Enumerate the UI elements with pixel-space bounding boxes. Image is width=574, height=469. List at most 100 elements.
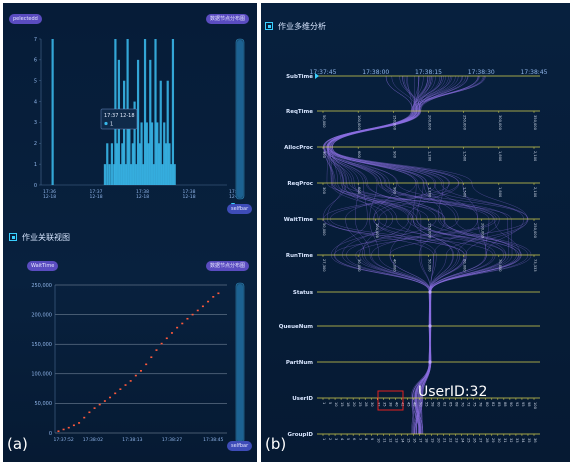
axis-tick-label: 2,100 — [533, 187, 537, 198]
axis-tick-label: 5 — [346, 438, 350, 440]
bottom-left-pill[interactable]: WaitTime — [27, 261, 59, 271]
y-tick-label: 4 — [34, 99, 37, 105]
axis-tick-label: 16 — [412, 438, 416, 443]
bar — [110, 143, 114, 185]
scatter-point — [103, 400, 106, 402]
axis-tick-label: 30,000 — [357, 259, 361, 272]
x-tick-label: 12-18 — [90, 194, 103, 200]
y-tick-label: 3 — [34, 120, 37, 126]
axis-tick-label: 1,800 — [498, 151, 502, 162]
scatter-point — [160, 342, 163, 345]
bar — [164, 143, 168, 185]
axis-tick-label: 45 — [406, 402, 410, 407]
bar — [121, 143, 124, 185]
axis-tick-label: 42 — [400, 402, 404, 407]
axis-tick-label: 100,000 — [375, 223, 379, 239]
axis-tick-label: 13 — [394, 438, 398, 443]
scatter-point — [134, 374, 137, 377]
axis-label: QueueNum — [279, 324, 313, 330]
x-tick-label: 17:38 — [136, 189, 149, 195]
axis-tick-label: 15 — [406, 438, 410, 443]
x-tick-label: 17:38:45 — [203, 437, 223, 443]
axis-tick-label: 8 — [364, 438, 368, 441]
bar — [135, 164, 138, 185]
axis-node — [428, 324, 432, 328]
x-tick-label: 17:38:27 — [162, 437, 182, 443]
axis-tick-label: 300 — [322, 151, 326, 159]
scatter-point — [98, 403, 101, 406]
axis-tick-label: 600 — [357, 151, 361, 159]
axis-tick-label: 1,800 — [498, 187, 502, 198]
bar — [170, 164, 173, 185]
axis-tick-label: 1,200 — [428, 151, 432, 162]
panel-b-title: 作业多维分析 — [278, 21, 326, 31]
axis-label: Status — [293, 290, 314, 296]
axis-tick-label: 95 — [521, 402, 525, 407]
axis-tick-label: 4 — [340, 438, 344, 441]
axis-tick-label: 88 — [503, 402, 507, 407]
scatter-point — [212, 296, 215, 298]
x-tick-label: 17:38:13 — [122, 437, 142, 443]
axis-tick-label: 27 — [479, 438, 483, 443]
y-tick-label: 100,000 — [31, 372, 52, 378]
scatter-point — [124, 384, 127, 386]
y-tick-label: 0 — [34, 183, 37, 189]
top-right-pill[interactable]: 数据节点分布图 — [205, 14, 249, 24]
axis-tick-label: 14 — [400, 438, 404, 443]
axis-tick-label: 30 — [370, 402, 374, 407]
bar — [140, 122, 143, 185]
top-left-pill[interactable]: pelectedd — [9, 14, 42, 24]
bottom-bottom-pill[interactable]: selfbar — [227, 441, 253, 451]
tooltip-box — [100, 108, 138, 130]
axis-tick-label: 10 — [376, 438, 380, 443]
scatter-point — [150, 356, 153, 359]
axis-tick-label: 34 — [521, 438, 525, 443]
axis-label: AllocProc — [284, 145, 313, 151]
bar — [106, 143, 109, 185]
bar — [152, 164, 155, 185]
axis-label: SubTime — [286, 74, 313, 80]
x-tick-label: 12-18 — [136, 194, 149, 200]
scatter-point — [170, 332, 173, 334]
bar — [154, 39, 157, 185]
top-bottom-pill[interactable]: selfbar — [227, 204, 253, 214]
axis-node — [428, 360, 432, 364]
axis-tick-label: 600 — [357, 187, 361, 195]
axis-tick-label: 150,000 — [392, 115, 396, 131]
axis-tick-label: 65 — [449, 402, 453, 407]
bar — [123, 80, 126, 185]
panel-b-title-bar: 作业多维分析 — [265, 18, 326, 34]
axis-tick-label: 10 — [334, 402, 338, 407]
axis-label: ReqTime — [286, 109, 313, 115]
axis-tick-label: 55 — [424, 402, 428, 407]
axis-tick-label: 7 — [358, 438, 362, 440]
bar — [143, 39, 147, 185]
panel-b: 作业多维分析 SubTime 17:37:45 17:38:00 17:38:15 17… — [261, 3, 570, 462]
axis-label: RunTime — [286, 253, 313, 259]
bottom-right-pill[interactable]: 数据节点分布图 — [205, 261, 249, 271]
axis-tick-label: 33 — [515, 438, 519, 443]
axis-tick-label: 100 — [533, 402, 537, 410]
axis-tick-label: 50,000 — [428, 259, 432, 272]
axis-tick-label: 250,000 — [463, 115, 467, 131]
axis-tick-label: 28 — [485, 438, 489, 443]
scatter-point — [181, 322, 184, 325]
axis-tick-label: 3 — [334, 438, 338, 440]
y-tick-label: 150,000 — [31, 342, 52, 348]
bar — [129, 164, 133, 185]
axis-tick-label: 2 — [328, 438, 332, 440]
scatter-point — [83, 416, 86, 419]
axis-tick-label: 12 — [388, 438, 392, 443]
scatter-point — [196, 309, 199, 312]
scatter-point — [165, 337, 168, 340]
axis-tick-label: 19 — [431, 438, 435, 443]
panel-icon — [265, 22, 273, 30]
scatter-chart: 0 50,000 100,000 150,000 200,000 250,000 17:37… — [31, 282, 245, 451]
y-tick-label: 0 — [49, 431, 52, 437]
axis-tick-label: 26 — [473, 438, 477, 443]
scatter-point — [78, 422, 81, 424]
bar — [173, 164, 176, 185]
axis-tick-label: 98 — [527, 402, 531, 407]
bar — [113, 164, 116, 185]
